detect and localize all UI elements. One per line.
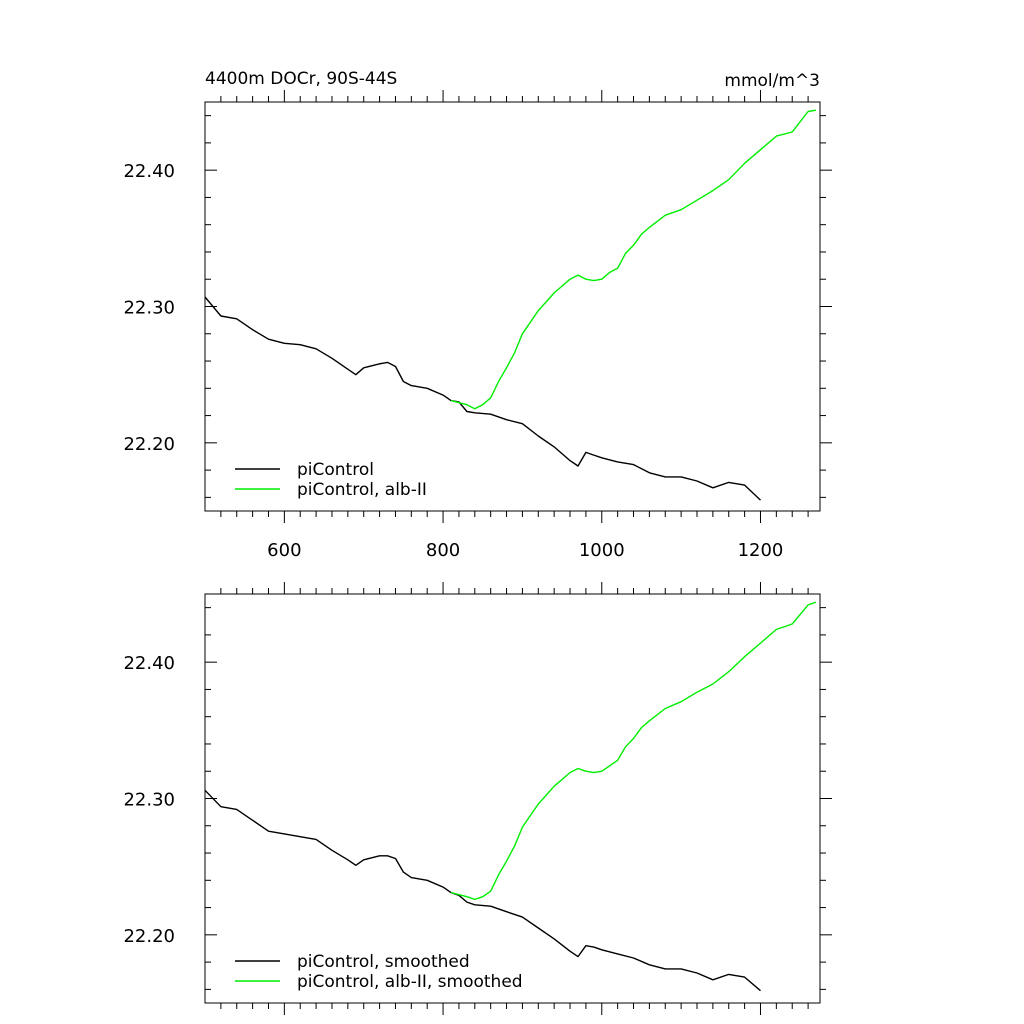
y-tick-label: 22.20 xyxy=(123,434,175,455)
x-tick-label: 600 xyxy=(267,540,301,561)
y-tick-label: 22.30 xyxy=(123,790,175,811)
series-line-0 xyxy=(204,296,761,501)
y-tick-label: 22.30 xyxy=(123,298,175,319)
x-tick-label: 1200 xyxy=(738,540,784,561)
y-tick-label: 22.40 xyxy=(123,653,175,674)
panel-title-right: mmol/m^3 xyxy=(724,71,820,91)
y-tick-label: 22.20 xyxy=(123,926,175,947)
panel-title-left: 4400m DOCr, 90S-44S xyxy=(205,69,397,89)
series-line-0 xyxy=(204,789,761,992)
legend-label: piControl, alb-II, smoothed xyxy=(297,972,523,992)
legend-label: piControl, alb-II xyxy=(297,480,427,500)
y-tick-label: 22.40 xyxy=(123,161,175,182)
bottom-panel: 22.20 22.30 22.40 piControl, smoothedpiCont… xyxy=(123,582,832,1015)
x-tick-label: 1000 xyxy=(579,540,625,561)
top-panel: 600 800 1000 1200 22.20 22.30 22.40 piControlpi… xyxy=(123,90,832,561)
series-line-1 xyxy=(450,601,817,901)
legend-label: piControl xyxy=(297,460,374,480)
legend-label: piControl, smoothed xyxy=(297,952,470,972)
x-tick-label: 800 xyxy=(426,540,460,561)
series-line-1 xyxy=(450,109,817,410)
